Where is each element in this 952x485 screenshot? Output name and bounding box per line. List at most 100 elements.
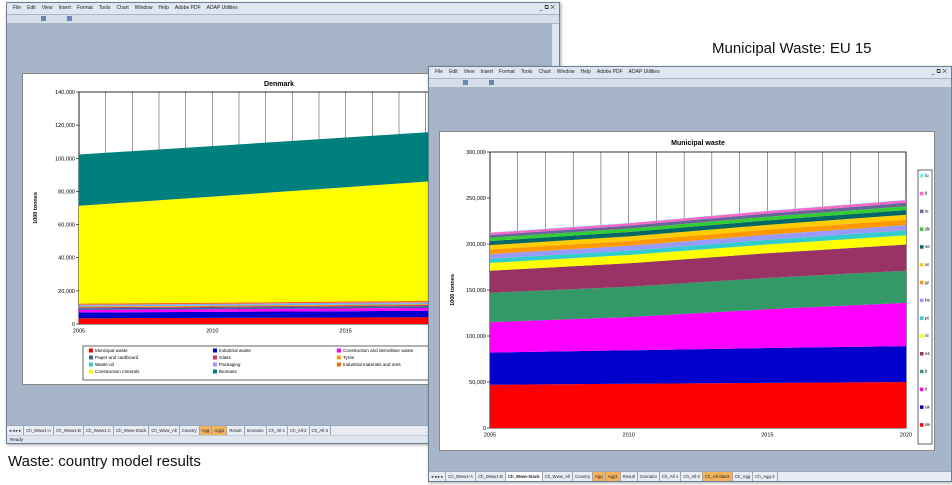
legend-label: pt (925, 315, 930, 320)
sheet-tab[interactable]: Ch_Agg-2 (753, 472, 778, 481)
legend-swatch (213, 362, 217, 367)
sheet-tab[interactable]: Scenario (245, 426, 267, 435)
y-tick-label: 20,000 (58, 289, 75, 295)
area-series-paper-and-cardboard (79, 305, 479, 310)
menu-item-insert[interactable]: Insert (58, 5, 71, 11)
menu-item-view[interactable]: View (41, 5, 53, 11)
sheet-tab[interactable]: Ch_Www1-A (24, 426, 55, 435)
sheet-tab[interactable]: Ch_Www-Stack (505, 472, 543, 481)
menu-item-format[interactable]: Format (498, 69, 515, 75)
legend-label: Biomass (219, 369, 237, 374)
sheet-tab[interactable]: Ch_All-2 (288, 426, 310, 435)
chart-title: Denmark (264, 81, 294, 88)
area-series-construction-and-demolition-waste (79, 307, 479, 313)
sheet-tabs: ◂ ◂ ▸ ▸ Ch_Www1-A Ch_Www1-B Ch_Www1-C Ch_Www… (7, 425, 559, 435)
legend-label: nl (925, 333, 929, 338)
x-tick-label: 2005 (484, 433, 496, 439)
legend-label: es (925, 351, 931, 356)
menu-item-edit[interactable]: Edit (449, 69, 458, 75)
menu-item-chart[interactable]: Chart (538, 69, 551, 75)
legend-swatch (213, 369, 217, 374)
menu-item-help[interactable]: Help (158, 5, 169, 11)
sheet-tab[interactable]: Ch_Www_All (543, 472, 573, 481)
tab-scroll-arrows[interactable]: ◂ ◂ ▸ ▸ (429, 472, 447, 481)
legend-swatch (337, 355, 341, 360)
menu-item-adobe-pdf[interactable]: Adobe PDF (596, 69, 623, 75)
y-axis-label: 1000 tonnes (33, 192, 39, 224)
menu-item-tools[interactable]: Tools (98, 5, 111, 11)
sheet-tab[interactable]: Ch_Www1-A (446, 472, 477, 481)
sheet-tab[interactable]: Result (227, 426, 245, 435)
x-tick-label: 2010 (623, 433, 635, 439)
chart-denmark[interactable]: Denmark 0 20,000 40,000 60,000 80,000 100,000 1… (22, 73, 484, 385)
y-tick-label: 250,000 (466, 196, 486, 202)
menu-item-adap-utilities[interactable]: ADAP Utilities (628, 69, 660, 75)
legend-label: lu (925, 173, 929, 178)
x-tick-label: 2015 (340, 329, 352, 335)
menu-item-adobe-pdf[interactable]: Adobe PDF (174, 5, 201, 11)
legend-swatch (920, 227, 924, 231)
chart-municipal-waste[interactable]: Municipal waste 0 50,000 100,000 150,000 200,… (439, 131, 935, 451)
legend-label: fi (925, 191, 927, 196)
chart-municipal-waste-svg: Municipal waste 0 50,000 100,000 150,000 200,… (450, 140, 933, 445)
legend-swatch (920, 280, 924, 285)
sheet-tab[interactable]: Ch_Www1-B (476, 472, 506, 481)
area-series-gr (490, 219, 906, 255)
legend-swatch (89, 362, 93, 367)
sheet-tab[interactable]: Ch_All-Stack (702, 472, 733, 481)
area-series-glass (79, 304, 479, 309)
legend-label: Waste oil (95, 362, 114, 367)
sheet-tab[interactable]: Country (180, 426, 200, 435)
menu-item-chart[interactable]: Chart (116, 5, 129, 11)
area-series-dk (490, 206, 906, 241)
menu-bar: File Edit View Insert Format Tools Chart Window… (7, 3, 559, 15)
menu-item-insert[interactable]: Insert (480, 69, 493, 75)
sheet-tab[interactable]: Ch_All-1 (660, 472, 682, 481)
toolbar (429, 79, 951, 88)
sheet-tab[interactable]: Ch_All-3 (310, 426, 331, 435)
window-controls[interactable]: _ ⧉ ✕ (539, 5, 555, 11)
sheet-tab[interactable]: Ch_All-1 (267, 426, 289, 435)
sheet-tab[interactable]: Agg1 (605, 472, 621, 481)
area-series-at (490, 214, 906, 250)
legend-swatch (337, 348, 341, 353)
menu-item-help[interactable]: Help (580, 69, 591, 75)
sheet-tab[interactable]: Ch_All-2 (681, 472, 703, 481)
sheet-tab[interactable]: Scenario (638, 472, 660, 481)
sheet-tab[interactable]: Result (621, 472, 638, 481)
area-series-nl (490, 235, 906, 271)
sheet-tab[interactable]: Ch_Agg (733, 472, 754, 481)
y-tick-label: 0 (72, 322, 75, 328)
menu-item-tools[interactable]: Tools (520, 69, 533, 75)
menu-item-format[interactable]: Format (76, 5, 93, 11)
window-controls[interactable]: _ ⧉ ✕ (931, 69, 947, 75)
menu-item-window[interactable]: Window (134, 5, 153, 11)
tab-scroll-arrows[interactable]: ◂ ◂ ▸ ▸ (7, 426, 25, 435)
legend-swatch (89, 369, 93, 374)
sheet-tab[interactable]: Ch_Www-Stack (114, 426, 150, 435)
y-tick-label: 300,000 (466, 150, 486, 156)
legend-label: Construction and demolition waste (343, 348, 414, 353)
sheet-tab[interactable]: Agg (199, 426, 213, 435)
menu-item-view[interactable]: View (463, 69, 475, 75)
toolbar (7, 15, 559, 24)
menu-item-file[interactable]: File (13, 5, 22, 11)
area-series-tyres (79, 303, 479, 308)
menu-item-adap-utilities[interactable]: ADAP Utilities (206, 5, 238, 11)
menu-item-window[interactable]: Window (556, 69, 575, 75)
sheet-tab[interactable]: Agg (593, 472, 606, 481)
sheet-tab[interactable]: Agg1 (212, 426, 228, 435)
sheet-tab[interactable]: Ch_Www1-C (84, 426, 114, 435)
legend-label: fr (925, 369, 928, 374)
menu-item-edit[interactable]: Edit (27, 5, 36, 11)
sheet-tab[interactable]: Country (573, 472, 594, 481)
y-tick-label: 200,000 (466, 242, 486, 248)
sheet-tab[interactable]: Ch_Www1-B (54, 426, 84, 435)
area-series-uk (490, 346, 906, 385)
area-series-pt (490, 230, 906, 263)
sheet-tab[interactable]: Ch_Www_All (149, 426, 180, 435)
area-series-it (490, 302, 906, 353)
y-tick-label: 140,000 (55, 90, 75, 96)
menu-item-file[interactable]: File (435, 69, 444, 75)
area-series-industrial-materials-and-ores (79, 300, 479, 305)
